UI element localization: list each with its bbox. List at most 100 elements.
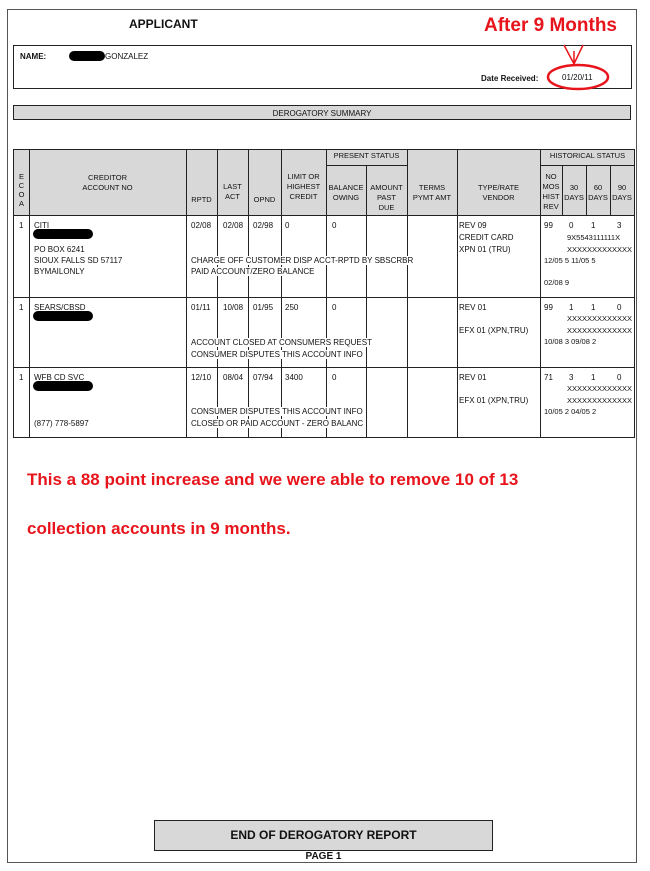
hist-count: 1 <box>591 303 596 312</box>
hist-count: 1 <box>569 303 574 312</box>
derogatory-table <box>13 149 635 438</box>
header-past-due: DUE <box>378 203 395 212</box>
header-rptd: RPTD <box>191 195 212 204</box>
creditor-line: PO BOX 6241 <box>34 245 85 254</box>
creditor-line: BYMAILONLY <box>34 267 85 276</box>
ecoa-value: 1 <box>19 373 24 382</box>
limit-value: 3400 <box>285 373 303 382</box>
header-ecoa: E <box>18 172 24 181</box>
redaction <box>69 51 105 61</box>
hist-count: 0 <box>617 373 622 382</box>
hist-count: 1 <box>591 373 596 382</box>
remark-line: ACCOUNT CLOSED AT CONSUMERS REQUEST <box>191 338 373 347</box>
type-line: EFX 01 (XPN,TRU) <box>459 326 529 335</box>
remark-line: PAID ACCOUNT/ZERO BALANCE <box>191 267 316 276</box>
creditor-line: SEARS/CBSD <box>34 303 86 312</box>
remark-line: CONSUMER DISPUTES THIS ACCOUNT INFO <box>191 350 364 359</box>
hist-line: 9X5543111111X <box>567 233 621 242</box>
header-past-due: PAST <box>376 193 397 202</box>
hist-line: 10/08 3 09/08 2 <box>544 337 597 346</box>
header-present-status: PRESENT STATUS <box>333 151 400 160</box>
hist-line: 02/08 9 <box>544 278 570 287</box>
hist-line: XXXXXXXXXXXXX <box>567 384 633 393</box>
ecoa-value: 1 <box>19 303 24 312</box>
after-9-months-annotation: After 9 Months <box>484 15 617 36</box>
type-line: REV 09 <box>459 221 487 230</box>
rptd-value: 01/11 <box>191 303 211 312</box>
hist-line: XXXXXXXXXXXXX <box>567 314 633 323</box>
creditor-line: (877) 778-5897 <box>34 419 89 428</box>
header-limit: LIMIT OR <box>287 172 320 181</box>
date-received-label: Date Received: <box>481 74 539 83</box>
hist-count: 71 <box>544 373 553 382</box>
creditor-line: SIOUX FALLS SD 57117 <box>34 256 123 265</box>
header-terms: TERMS <box>418 183 446 192</box>
header-90-days: 90 <box>617 183 627 192</box>
header-creditor: CREDITOR <box>87 173 128 182</box>
creditor-line: CITI <box>34 221 50 230</box>
end-of-report-label: END OF DEROGATORY REPORT <box>230 828 417 842</box>
header-terms: PYMT AMT <box>412 193 452 202</box>
opnd-value: 01/95 <box>253 303 274 312</box>
note-line-2: collection accounts in 9 months. <box>27 519 291 538</box>
creditor-line: WFB CD SVC <box>34 373 85 382</box>
header-60-days: DAYS <box>588 193 608 202</box>
header-ecoa: O <box>18 190 25 199</box>
hist-count: 3 <box>617 221 622 230</box>
hist-count: 0 <box>569 221 574 230</box>
report-page <box>7 9 637 863</box>
header-past-due: AMOUNT <box>370 183 403 192</box>
header-ecoa: C <box>18 181 25 190</box>
type-line: EFX 01 (XPN,TRU) <box>459 396 529 405</box>
header-no-mos: REV <box>543 202 559 211</box>
header-type: TYPE/RATE <box>477 183 520 192</box>
opnd-value: 02/98 <box>253 221 274 230</box>
header-no-mos: NO <box>545 172 557 181</box>
applicant-box <box>13 45 632 89</box>
balance-value: 0 <box>332 221 337 230</box>
redaction <box>33 311 93 321</box>
header-last-act: LAST <box>223 182 242 191</box>
derogatory-summary-bar <box>13 105 631 120</box>
last-act-value: 08/04 <box>223 373 244 382</box>
type-line: XPN 01 (TRU) <box>459 245 511 254</box>
header-limit: CREDIT <box>289 192 318 201</box>
header-no-mos: MOS <box>542 182 560 191</box>
table-header <box>14 150 634 215</box>
type-line: REV 01 <box>459 303 487 312</box>
balance-value: 0 <box>332 373 337 382</box>
hist-line: XXXXXXXXXXXXX <box>567 326 633 335</box>
hist-count: 3 <box>569 373 574 382</box>
hist-line: XXXXXXXXXXXXX <box>567 396 633 405</box>
hist-count: 0 <box>617 303 622 312</box>
rptd-value: 12/10 <box>191 373 212 382</box>
type-line: CREDIT CARD <box>459 233 514 242</box>
header-account-no: ACCOUNT NO <box>82 183 133 192</box>
header-90-days: DAYS <box>612 193 632 202</box>
header-limit: HIGHEST <box>286 182 321 191</box>
rptd-value: 02/08 <box>191 221 212 230</box>
redaction <box>33 381 93 391</box>
hist-count: 99 <box>544 221 553 230</box>
remark-line: CONSUMER DISPUTES THIS ACCOUNT INFO <box>191 407 364 416</box>
end-of-report-box <box>154 820 493 851</box>
balance-value: 0 <box>332 303 337 312</box>
header-balance: BALANCE <box>328 183 364 192</box>
page-number: PAGE 1 <box>305 851 342 862</box>
limit-value: 250 <box>285 303 299 312</box>
header-30-days: DAYS <box>564 193 584 202</box>
annotation-circle-arrow-icon <box>546 44 610 91</box>
name-label: NAME: <box>20 52 47 61</box>
header-no-mos: HIST <box>542 192 560 201</box>
header-60-days: 60 <box>593 183 603 192</box>
name-value: GONZALEZ <box>105 52 149 61</box>
header-last-act: ACT <box>225 192 240 201</box>
header-30-days: 30 <box>569 183 579 192</box>
note-line-1: This a 88 point increase and we were abl… <box>27 470 519 489</box>
hist-line: XXXXXXXXXXXXX <box>567 245 633 254</box>
remark-line: CHARGE OFF CUSTOMER DISP ACCT-RPTD BY SB… <box>191 256 415 265</box>
opnd-value: 07/94 <box>253 373 274 382</box>
header-historical-status: HISTORICAL STATUS <box>549 151 626 160</box>
derogatory-summary-title: DEROGATORY SUMMARY <box>272 109 372 118</box>
hist-line: 12/05 5 11/05 5 <box>544 256 596 265</box>
